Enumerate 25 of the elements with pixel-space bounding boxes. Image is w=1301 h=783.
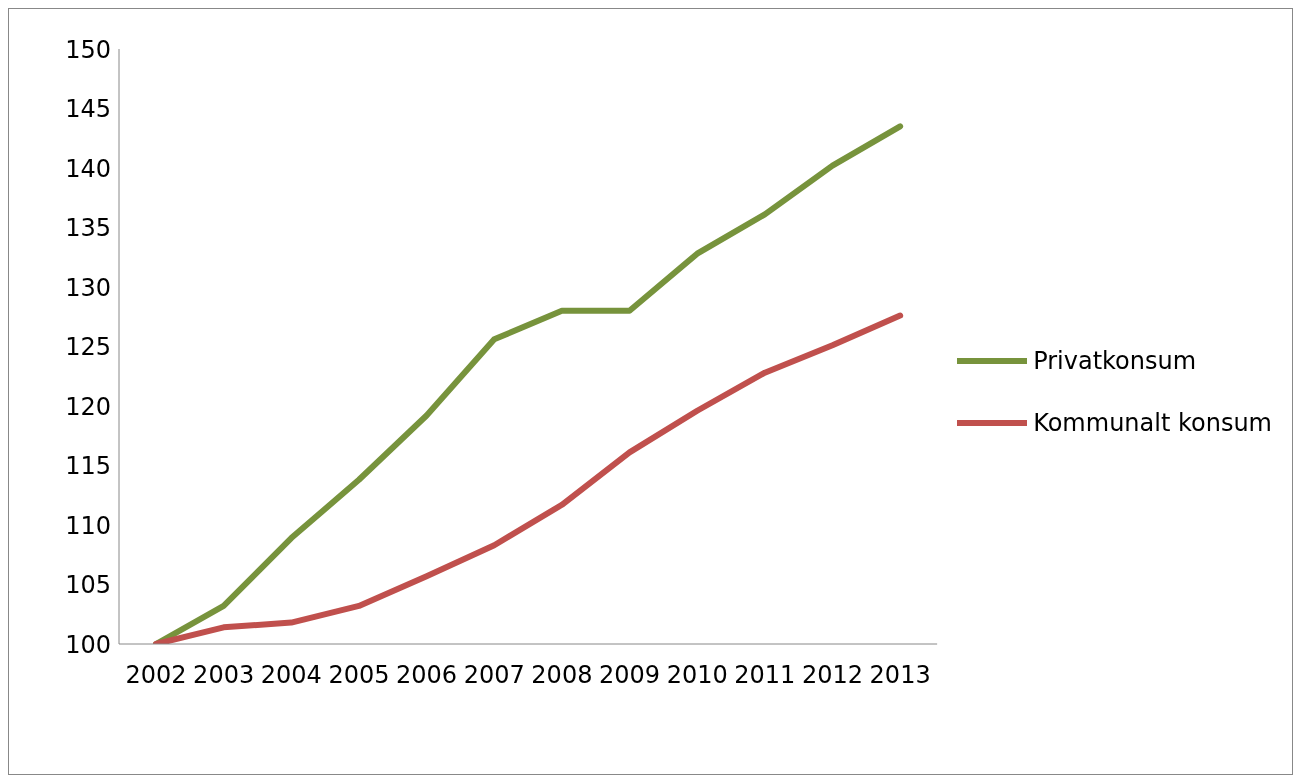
x-tick-label: 2002 [125,661,187,690]
x-tick-label: 2011 [734,661,796,690]
x-tick-label: 2012 [801,661,864,690]
y-tick-label: 150 [65,35,111,64]
x-tick-label: 2004 [260,661,322,690]
y-tick-label: 140 [65,154,111,183]
y-tick-label: 110 [65,511,111,540]
x-tick-label: 2010 [666,661,728,690]
y-tick-label: 120 [65,392,111,421]
y-tick-label: 130 [65,273,111,302]
x-tick-label: 2003 [193,661,255,690]
x-tick-label: 2013 [869,661,931,690]
x-tick-label: 2009 [599,661,661,690]
y-tick-label: 105 [65,571,111,600]
y-tick-label: 100 [65,630,111,659]
y-tick-label: 145 [65,95,111,124]
legend-label: Privatkonsum [1033,346,1197,375]
x-tick-label: 2006 [396,661,458,690]
x-tick-label: 2007 [463,661,525,690]
y-tick-label: 115 [65,452,111,481]
y-tick-label: 125 [65,333,111,362]
x-tick-label: 2005 [328,661,390,690]
y-tick-label: 135 [65,214,111,243]
x-tick-label: 2008 [531,661,593,690]
legend-label: Kommunalt konsum [1033,408,1272,437]
